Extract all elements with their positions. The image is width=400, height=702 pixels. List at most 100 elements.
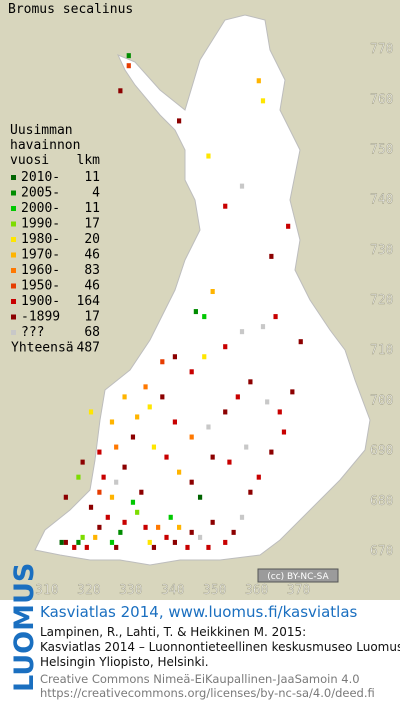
occurrence-square [160, 394, 165, 400]
occurrence-square [164, 454, 169, 460]
occurrence-square [80, 459, 85, 465]
occurrence-square [114, 479, 119, 485]
y-tick-label: 770 [370, 42, 393, 57]
occurrence-square [210, 454, 215, 460]
occurrence-square [206, 544, 211, 550]
citation-line: Helsingin Yliopisto, Helsinki. [40, 655, 209, 669]
occurrence-square [80, 534, 85, 540]
legend-total-label: Yhteensä [11, 341, 74, 356]
occurrence-square [151, 444, 157, 450]
legend-count: 17 [84, 217, 100, 232]
occurrence-square [286, 223, 291, 229]
occurrence-square [210, 289, 215, 295]
occurrence-square [160, 359, 165, 365]
occurrence-square [122, 464, 127, 470]
legend-count: 17 [84, 310, 100, 325]
legend-swatch [11, 221, 16, 227]
occurrence-square [147, 404, 152, 410]
legend-heading: havainnon [10, 138, 80, 153]
occurrence-square [189, 369, 194, 375]
occurrence-square [135, 414, 140, 420]
occurrence-square [239, 183, 245, 189]
occurrence-square [235, 394, 240, 400]
occurrence-square [265, 399, 270, 405]
legend-label: 1990- [21, 217, 60, 232]
occurrence-square [248, 489, 253, 495]
legend-count: 164 [77, 294, 101, 309]
legend-swatch [11, 206, 16, 211]
occurrence-square [118, 88, 123, 94]
x-tick-label: 340 [161, 583, 184, 598]
occurrence-square [244, 444, 249, 450]
legend-count: 68 [84, 325, 100, 340]
occurrence-square [239, 514, 245, 520]
legend-count: 11 [84, 170, 100, 185]
occurrence-square [114, 544, 119, 550]
legend-heading: Uusimman [10, 123, 73, 138]
occurrence-square [122, 394, 127, 400]
occurrence-square [63, 494, 68, 500]
occurrence-square [189, 529, 194, 535]
occurrence-square [256, 474, 261, 480]
legend-swatch [11, 330, 16, 335]
y-tick-label: 710 [370, 343, 393, 358]
occurrence-square [189, 479, 194, 485]
occurrence-square [260, 324, 266, 330]
legend-swatch [11, 190, 16, 196]
legend-count: 46 [84, 248, 100, 263]
occurrence-square [109, 419, 115, 425]
occurrence-square [177, 118, 182, 124]
occurrence-square [206, 424, 211, 430]
occurrence-square [97, 524, 102, 530]
occurrence-square [139, 489, 144, 495]
occurrence-square [210, 519, 215, 525]
occurrence-square [105, 514, 110, 520]
y-tick-label: 680 [370, 494, 393, 509]
occurrence-square [122, 519, 127, 525]
occurrence-square [143, 524, 148, 530]
occurrence-square [202, 354, 207, 360]
legend-count-heading: lkm [77, 153, 101, 168]
legend-swatch [11, 314, 16, 320]
occurrence-square [114, 444, 119, 450]
occurrence-square [177, 469, 182, 475]
citation-line: Lampinen, R., Lahti, T. & Heikkinen M. 2… [40, 625, 306, 639]
legend-count: 83 [84, 263, 100, 278]
legend-label: 1970- [21, 248, 60, 263]
y-tick-label: 760 [370, 92, 393, 107]
occurrence-square [248, 379, 253, 385]
map-title: Bromus secalinus [8, 2, 133, 17]
x-tick-label: 360 [245, 583, 268, 598]
citation-line: Kasviatlas 2014 – Luonnontieteellinen ke… [40, 640, 400, 654]
logo: LUOMUS [9, 563, 40, 692]
footer-heading: Kasviatlas 2014, www.luomus.fi/kasviatla… [40, 603, 358, 621]
x-tick-label: 310 [35, 583, 58, 598]
occurrence-square [206, 153, 211, 159]
legend-count: 4 [92, 186, 100, 201]
legend-heading: vuosi [10, 153, 49, 168]
occurrence-square [223, 344, 228, 350]
license-badge-text: (cc) BY-NC-SA [267, 572, 329, 582]
footer: Lampinen, R., Lahti, T. & Heikkinen M. 2… [40, 625, 400, 700]
occurrence-square [130, 434, 136, 440]
occurrence-square [76, 539, 81, 545]
occurrence-square [147, 539, 152, 545]
occurrence-square [126, 63, 131, 69]
occurrence-square [97, 489, 102, 495]
axis-ticks: 310 320 330 340 350 360 370 670 680 690 700 710 720 7… [35, 42, 394, 598]
occurrence-square [277, 409, 282, 415]
country-outline [34, 14, 371, 566]
legend-label: 1900- [21, 294, 60, 309]
legend-total: 487 [77, 341, 100, 356]
x-tick-label: 370 [287, 583, 310, 598]
occurrence-square [143, 384, 148, 390]
occurrence-square [239, 329, 245, 335]
occurrence-square [168, 514, 173, 520]
occurrence-square [185, 544, 190, 550]
occurrence-square [223, 539, 228, 545]
y-tick-label: 720 [370, 293, 393, 308]
occurrence-square [290, 389, 295, 395]
occurrence-square [281, 429, 287, 435]
occurrence-square [197, 494, 203, 500]
